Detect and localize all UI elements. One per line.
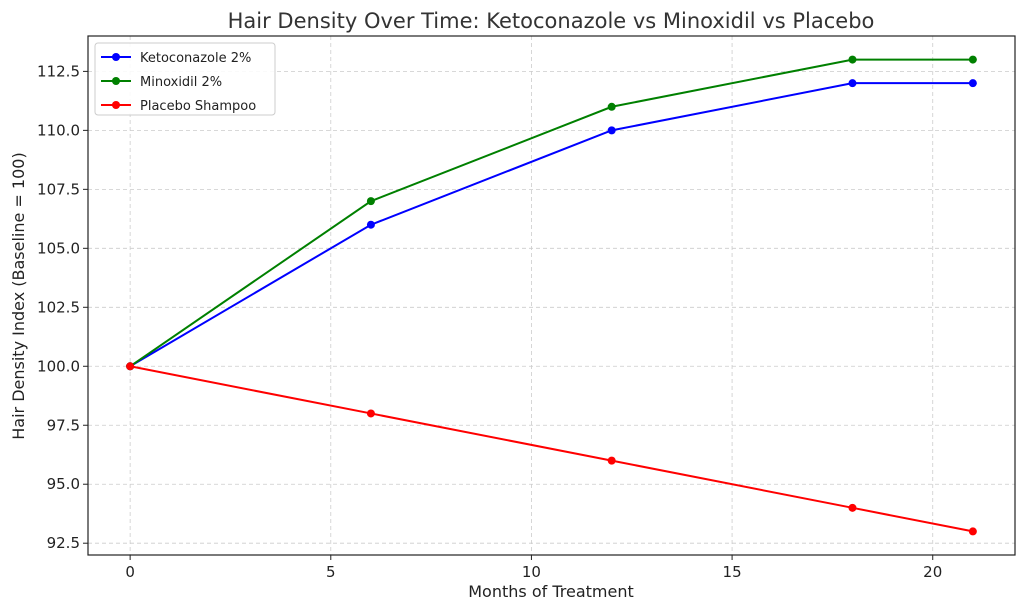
y-axis-label: Hair Density Index (Baseline = 100) bbox=[9, 152, 28, 439]
data-point bbox=[366, 197, 375, 206]
data-point bbox=[366, 409, 375, 418]
y-tick-label: 110.0 bbox=[37, 121, 80, 139]
series-lines bbox=[126, 55, 977, 536]
legend: Ketoconazole 2% Minoxidil 2% Placebo Shamp… bbox=[94, 42, 276, 116]
series-placebo-shampoo bbox=[126, 362, 977, 536]
data-point bbox=[968, 527, 977, 536]
series-line bbox=[129, 82, 973, 368]
legend-marker bbox=[112, 77, 120, 85]
x-axis-label: Months of Treatment bbox=[468, 582, 634, 601]
legend-marker bbox=[112, 53, 120, 61]
data-point bbox=[968, 79, 977, 88]
legend-marker bbox=[112, 101, 120, 109]
data-point bbox=[366, 220, 375, 229]
legend-box bbox=[94, 42, 276, 116]
x-tick-label: 0 bbox=[125, 563, 135, 581]
y-tick-label: 100.0 bbox=[37, 357, 80, 375]
data-point bbox=[607, 126, 616, 135]
legend-label: Ketoconazole 2% bbox=[140, 51, 251, 66]
y-tick-label: 95.0 bbox=[47, 475, 80, 493]
axis-ticks: 0 5 10 15 20 92.5 95.0 97.5 100.0 102.5 105.0 107.5… bbox=[37, 62, 942, 581]
data-point bbox=[607, 102, 616, 111]
x-tick-label: 10 bbox=[522, 563, 541, 581]
data-point bbox=[607, 456, 616, 465]
data-point bbox=[848, 503, 857, 512]
x-tick-label: 5 bbox=[326, 563, 336, 581]
series-ketoconazole-2 bbox=[126, 79, 977, 371]
y-tick-label: 105.0 bbox=[37, 239, 80, 257]
y-tick-label: 107.5 bbox=[37, 180, 80, 198]
y-tick-label: 97.5 bbox=[47, 416, 80, 434]
legend-label: Minoxidil 2% bbox=[140, 75, 222, 90]
chart-title: Hair Density Over Time: Ketoconazole vs … bbox=[228, 9, 875, 33]
y-tick-label: 102.5 bbox=[37, 298, 80, 316]
legend-label: Placebo Shampoo bbox=[140, 99, 256, 114]
plot-frame bbox=[87, 35, 1016, 556]
x-tick-label: 15 bbox=[723, 563, 742, 581]
data-point bbox=[968, 55, 977, 64]
data-point bbox=[848, 79, 857, 88]
y-tick-label: 92.5 bbox=[47, 534, 80, 552]
data-point bbox=[126, 362, 135, 371]
grid bbox=[88, 36, 1015, 555]
data-point bbox=[848, 55, 857, 64]
x-tick-label: 20 bbox=[923, 563, 942, 581]
y-tick-label: 112.5 bbox=[37, 62, 80, 80]
series-line bbox=[129, 365, 974, 533]
